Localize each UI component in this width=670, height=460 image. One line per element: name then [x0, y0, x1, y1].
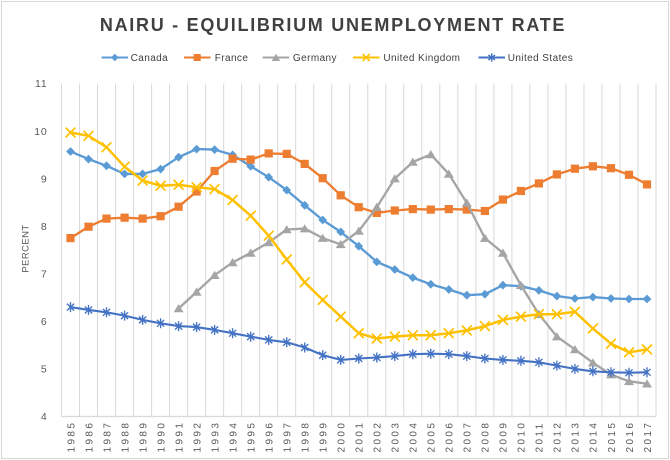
svg-text:2000: 2000 [337, 421, 348, 453]
svg-text:2005: 2005 [427, 421, 438, 453]
svg-text:2006: 2006 [445, 421, 456, 453]
svg-text:1991: 1991 [174, 421, 185, 453]
svg-text:Germany: Germany [293, 53, 337, 64]
svg-text:1986: 1986 [84, 421, 95, 453]
svg-text:2015: 2015 [607, 421, 618, 453]
svg-text:1992: 1992 [192, 421, 203, 453]
svg-text:2011: 2011 [535, 421, 546, 452]
svg-text:1999: 1999 [319, 421, 330, 453]
svg-text:PERCENT: PERCENT [21, 224, 32, 272]
svg-text:7: 7 [41, 269, 48, 281]
svg-text:2001: 2001 [355, 421, 366, 453]
svg-text:United Kingdom: United Kingdom [383, 53, 460, 64]
svg-text:United States: United States [508, 53, 574, 64]
svg-text:2002: 2002 [373, 421, 384, 453]
svg-text:2014: 2014 [589, 421, 600, 453]
svg-text:2013: 2013 [571, 421, 582, 453]
svg-text:1996: 1996 [265, 421, 276, 453]
svg-text:1985: 1985 [66, 421, 77, 453]
svg-text:1989: 1989 [138, 421, 149, 453]
svg-text:France: France [215, 53, 249, 64]
svg-text:11: 11 [35, 78, 48, 90]
svg-text:2017: 2017 [643, 421, 654, 453]
svg-text:1995: 1995 [247, 421, 258, 453]
svg-text:2012: 2012 [553, 421, 564, 453]
svg-text:2009: 2009 [499, 421, 510, 453]
svg-text:10: 10 [34, 126, 47, 138]
svg-text:2010: 2010 [517, 421, 528, 453]
svg-text:1988: 1988 [120, 421, 131, 453]
svg-text:2008: 2008 [481, 421, 492, 453]
svg-text:1987: 1987 [102, 421, 113, 453]
svg-text:4: 4 [41, 411, 48, 423]
svg-text:2003: 2003 [391, 421, 402, 453]
svg-text:5: 5 [41, 364, 48, 376]
svg-text:6: 6 [41, 316, 48, 328]
svg-text:2007: 2007 [463, 421, 474, 453]
svg-text:9: 9 [41, 173, 48, 185]
svg-text:1998: 1998 [301, 421, 312, 453]
svg-text:1994: 1994 [228, 421, 239, 453]
svg-text:2016: 2016 [625, 421, 636, 453]
svg-text:1990: 1990 [156, 421, 167, 453]
svg-text:8: 8 [41, 221, 48, 233]
svg-text:Canada: Canada [131, 53, 169, 64]
svg-text:2004: 2004 [409, 421, 420, 453]
svg-text:1993: 1993 [210, 421, 221, 453]
svg-text:1997: 1997 [283, 421, 294, 453]
